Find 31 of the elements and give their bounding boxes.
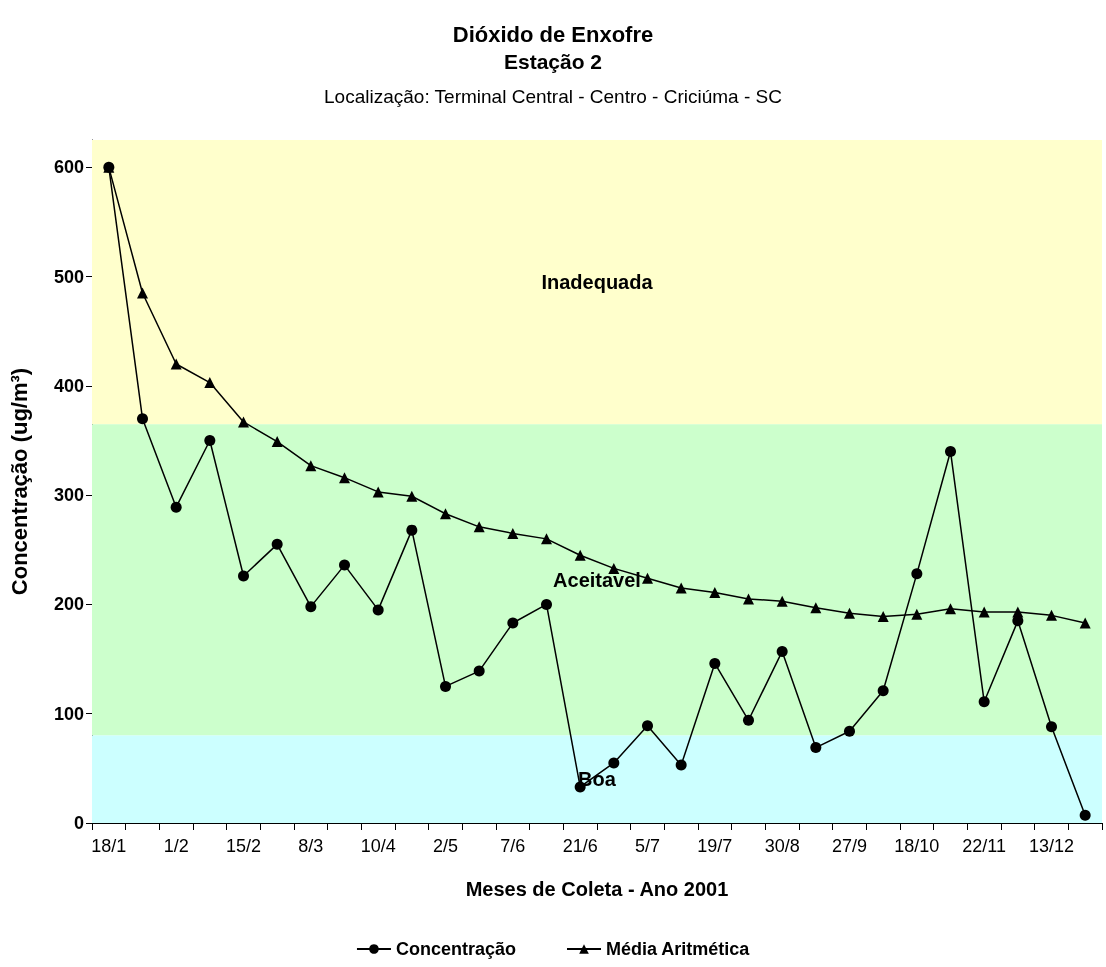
x-tick-label: 21/6 [562,836,598,856]
legend-label: Média Aritmética [605,939,751,959]
x-tick-label: 18/1 [91,836,127,856]
x-tick-label: 7/6 [500,836,526,856]
y-tick-label: 100 [53,703,84,724]
x-tick-label: 1/2 [163,836,189,856]
chart-subtitle: Estação 2 [503,50,603,73]
y-tick-label: 200 [53,594,84,615]
y-tick-label: 300 [53,485,84,506]
x-tick-label: 18/10 [894,836,940,856]
band-label: Aceitavel [553,568,641,591]
legend-label: Concentração [395,939,517,959]
x-tick-label: 5/7 [634,836,661,856]
x-tick-label: 2/5 [432,836,459,856]
x-tick-label: 8/3 [298,836,324,856]
y-tick-label: 400 [53,375,84,396]
y-axis-title: Concentração (ug/m³) [6,367,32,596]
x-tick-label: 19/7 [697,836,733,856]
x-tick-label: 15/2 [225,836,262,856]
y-tick-label: 500 [53,266,84,287]
y-tick-label: 0 [73,813,84,833]
x-tick-label: 27/9 [831,836,868,856]
x-axis-title: Meses de Coleta - Ano 2001 [465,878,729,900]
y-tick-label: 600 [53,157,84,178]
x-tick-label: 22/11 [962,836,1007,856]
x-tick-label: 13/12 [1028,836,1075,856]
band-label: Inadequada [541,271,654,294]
text: Localização: Terminal Central - Centro - Criciúma - SC [324,86,782,107]
chart-title: Dióxido de Enxofre [452,21,654,47]
x-tick-label: 30/8 [764,836,800,856]
x-tick-label: 10/4 [360,836,396,856]
